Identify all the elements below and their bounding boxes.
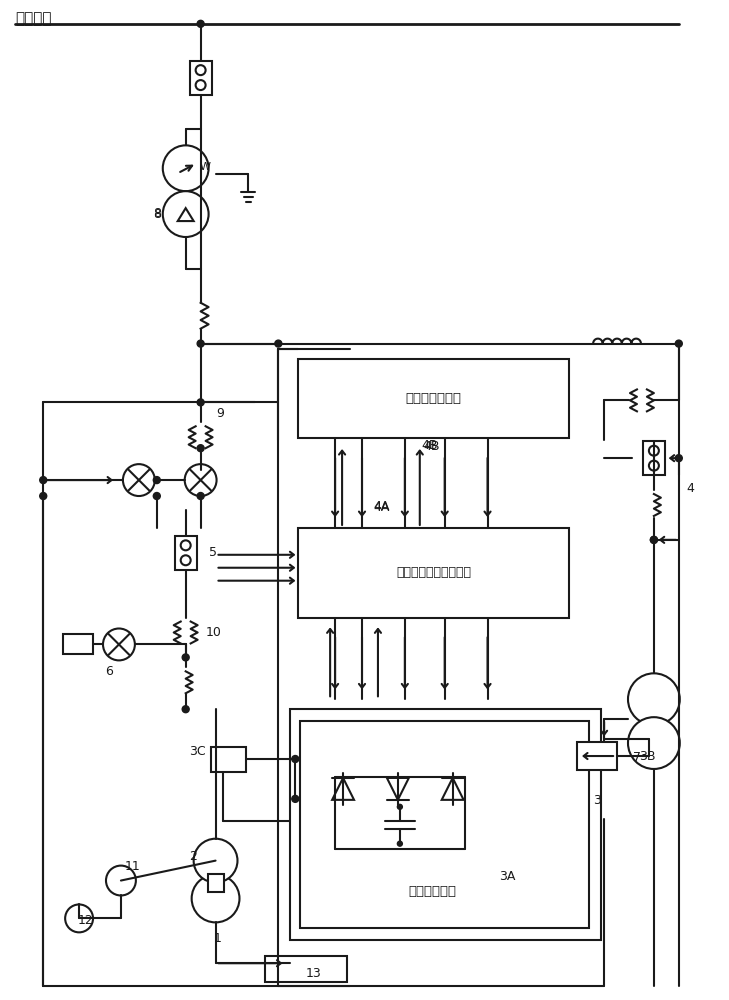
Circle shape bbox=[40, 493, 47, 500]
Circle shape bbox=[123, 464, 155, 496]
Circle shape bbox=[182, 654, 189, 661]
Text: 4: 4 bbox=[687, 482, 695, 495]
Text: 次级励磁装置: 次级励磁装置 bbox=[409, 885, 457, 898]
Circle shape bbox=[197, 445, 204, 452]
Circle shape bbox=[649, 446, 659, 456]
Bar bbox=[208, 874, 224, 892]
Text: 6: 6 bbox=[105, 665, 113, 678]
Circle shape bbox=[650, 536, 658, 543]
Circle shape bbox=[675, 455, 682, 462]
Text: 8: 8 bbox=[153, 207, 161, 220]
Bar bbox=[175, 536, 197, 570]
Bar bbox=[300, 721, 589, 928]
Text: 主电路用控制部: 主电路用控制部 bbox=[406, 392, 461, 405]
Text: 3C: 3C bbox=[190, 745, 206, 758]
Circle shape bbox=[153, 493, 160, 500]
Circle shape bbox=[184, 464, 217, 496]
Circle shape bbox=[194, 839, 238, 883]
Bar bbox=[290, 709, 601, 940]
Text: 5: 5 bbox=[208, 546, 217, 559]
Polygon shape bbox=[387, 778, 409, 800]
Text: 1: 1 bbox=[214, 932, 222, 945]
Circle shape bbox=[197, 493, 204, 500]
Bar bbox=[298, 528, 569, 618]
Circle shape bbox=[182, 706, 189, 713]
Text: 7: 7 bbox=[633, 751, 641, 764]
Circle shape bbox=[163, 145, 208, 191]
Bar bbox=[190, 61, 211, 95]
Circle shape bbox=[292, 756, 299, 762]
Circle shape bbox=[397, 804, 402, 809]
Text: 4A: 4A bbox=[374, 500, 390, 513]
Circle shape bbox=[153, 477, 160, 484]
Circle shape bbox=[181, 540, 191, 550]
Circle shape bbox=[192, 875, 240, 922]
Circle shape bbox=[675, 340, 682, 347]
Circle shape bbox=[197, 340, 204, 347]
Bar bbox=[265, 956, 347, 982]
Circle shape bbox=[65, 904, 93, 932]
Text: 9: 9 bbox=[217, 407, 225, 420]
Circle shape bbox=[628, 717, 680, 769]
Circle shape bbox=[181, 555, 191, 565]
Bar bbox=[63, 634, 93, 654]
Bar bbox=[211, 747, 246, 772]
Circle shape bbox=[292, 795, 299, 802]
Polygon shape bbox=[178, 208, 194, 221]
Bar bbox=[298, 359, 569, 438]
Circle shape bbox=[650, 536, 658, 543]
Text: 10: 10 bbox=[206, 626, 222, 639]
Text: 电力系统: 电力系统 bbox=[15, 11, 52, 26]
Circle shape bbox=[163, 191, 208, 237]
Circle shape bbox=[628, 673, 680, 725]
Text: 12: 12 bbox=[77, 914, 93, 927]
Circle shape bbox=[649, 461, 659, 471]
Text: 4A: 4A bbox=[374, 501, 390, 514]
Text: 3A: 3A bbox=[499, 870, 515, 883]
Circle shape bbox=[40, 477, 47, 484]
Bar bbox=[643, 441, 665, 475]
Bar bbox=[577, 742, 617, 770]
Text: 8: 8 bbox=[153, 208, 161, 221]
Circle shape bbox=[106, 866, 136, 895]
Circle shape bbox=[397, 841, 402, 846]
Polygon shape bbox=[332, 778, 354, 800]
Circle shape bbox=[197, 399, 204, 406]
Text: 3: 3 bbox=[593, 794, 601, 807]
Polygon shape bbox=[442, 778, 464, 800]
Text: 11: 11 bbox=[125, 860, 141, 873]
Circle shape bbox=[103, 629, 135, 660]
Text: 2: 2 bbox=[189, 850, 197, 863]
Text: 4B: 4B bbox=[424, 440, 440, 453]
Circle shape bbox=[197, 20, 204, 27]
Circle shape bbox=[195, 65, 206, 75]
Text: 次级励磁装置用控制部: 次级励磁装置用控制部 bbox=[397, 566, 471, 579]
Circle shape bbox=[195, 80, 206, 90]
Text: 13: 13 bbox=[305, 967, 321, 980]
Text: W: W bbox=[200, 162, 211, 172]
Circle shape bbox=[275, 340, 282, 347]
Text: 3B: 3B bbox=[639, 750, 655, 763]
Text: 4B: 4B bbox=[421, 439, 438, 452]
